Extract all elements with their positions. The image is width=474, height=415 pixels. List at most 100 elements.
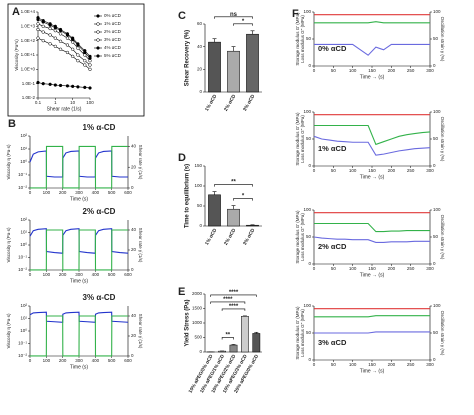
series-line: [30, 315, 128, 357]
significance-label: ****: [229, 290, 239, 296]
data-point: [76, 46, 80, 50]
y-axis-label: Viscosity (Pa*s): [14, 39, 19, 71]
y-tick-label: 10²: [20, 303, 27, 308]
y-tick-label: 10¹: [20, 316, 27, 321]
y-axis-label-2: Loss modulus G'' (MPa): [300, 309, 305, 357]
y-axis-label: Storage modulus G' (MPa): [295, 12, 300, 66]
data-point: [71, 47, 75, 51]
x-tick-label: 3% αCD: [242, 93, 257, 112]
y2-axis-label: Oscillation strain γ (%): [440, 311, 445, 356]
y-axis-label: Shear Recovery (%): [185, 30, 191, 86]
x-tick-label: 100: [349, 168, 357, 173]
x-tick-label: 300: [75, 272, 83, 277]
y-tick-label: 10⁰: [20, 328, 27, 333]
y-tick-label: 1.0E-1: [22, 81, 36, 86]
data-point: [88, 67, 92, 71]
y-tick-label: 1.0E+3: [21, 24, 36, 29]
y-tick-label: 1.0E+1: [21, 52, 36, 57]
y2-tick-label: 50: [433, 36, 439, 41]
x-tick-label: 2% αCD: [223, 227, 238, 246]
data-point: [41, 24, 45, 28]
y-axis-label: Time to equilibrium (s): [185, 164, 191, 228]
x-tick-label: 150: [368, 68, 376, 73]
series-line: [37, 37, 91, 70]
legend-label: 3% αCD: [104, 37, 122, 42]
y-tick-label: 20: [197, 67, 203, 72]
x-tick-label: 0: [313, 68, 316, 73]
y2-tick-label: 100: [433, 303, 441, 308]
y2-axis-label: Shear rate γ̇ (1/s): [138, 228, 143, 263]
data-point: [36, 22, 40, 26]
data-point: [71, 84, 75, 88]
y2-tick-label: 0: [433, 357, 436, 362]
x-tick-label: 0: [313, 266, 316, 271]
y-tick-label: 50: [306, 36, 312, 41]
panel-letter: E: [178, 286, 185, 298]
data-point: [36, 80, 40, 85]
series-line: [37, 82, 91, 89]
significance-bracket: [214, 16, 253, 19]
y-axis-label: Viscosity η (Pa·s): [6, 313, 11, 348]
y-tick-label: 10⁻¹: [18, 255, 27, 260]
series-line: [37, 19, 91, 59]
y2-tick-label: 40: [131, 144, 137, 149]
x-tick-label: 150: [368, 362, 376, 367]
x-tick-label: 100: [43, 190, 51, 195]
data-point: [53, 44, 57, 49]
data-point: [53, 24, 57, 28]
x-tick-label: 0.1: [35, 100, 42, 105]
x-tick-label: 200: [388, 362, 396, 367]
x-tick-label: 300: [426, 266, 434, 271]
bar: [252, 333, 261, 353]
data-point: [48, 42, 52, 46]
y-axis-label-2: Loss modulus G'' (MPa): [300, 15, 305, 63]
data-point: [76, 53, 80, 57]
y2-tick-label: 50: [433, 330, 439, 335]
x-tick-label: 0: [313, 362, 316, 367]
y-tick-label: 10⁻²: [18, 267, 27, 272]
legend-marker: [96, 54, 100, 58]
y-tick-label: 1.0E+2: [21, 38, 36, 43]
y-axis-label: Storage modulus G' (MPa): [295, 112, 300, 166]
data-point: [58, 83, 63, 88]
data-point: [65, 50, 70, 55]
x-tick-label: 50: [331, 168, 337, 173]
series-line: [314, 331, 430, 334]
series-line: [37, 29, 91, 66]
y2-tick-label: 40: [131, 313, 137, 318]
x-tick-label: 0: [313, 168, 316, 173]
y-tick-label: 100: [303, 303, 311, 308]
x-axis-label: Time (s): [70, 196, 88, 202]
y2-tick-label: 0: [433, 63, 436, 68]
significance-bracket: [233, 198, 253, 201]
x-tick-label: 150: [368, 266, 376, 271]
x-tick-label: 250: [407, 68, 415, 73]
y-tick-label: 100: [303, 9, 311, 14]
x-tick-label: 300: [426, 68, 434, 73]
significance-label: ns: [230, 12, 238, 18]
chart-title: 3% α-CD: [83, 293, 116, 302]
series-line: [37, 17, 91, 57]
series-line: [313, 236, 430, 243]
y-axis-label-2: Loss modulus G'' (MPa): [300, 213, 305, 261]
data-point: [48, 22, 52, 26]
series-line: [29, 311, 129, 323]
y2-tick-label: 100: [433, 109, 441, 114]
data-point: [88, 54, 92, 59]
x-tick-label: 500: [108, 272, 116, 277]
y2-axis-label: Oscillation strain γ (%): [440, 117, 445, 162]
data-point: [41, 39, 45, 43]
y-tick-label: 100: [194, 183, 202, 188]
x-axis-label: Time → (s): [360, 74, 385, 80]
series-line: [30, 145, 128, 189]
x-tick-label: 2% αCD: [223, 93, 238, 112]
x-tick-label: 1% αCD: [204, 227, 219, 246]
data-point: [76, 59, 80, 63]
x-tick-label: 250: [407, 168, 415, 173]
series-line: [314, 21, 430, 24]
y-tick-label: 10⁰: [20, 159, 27, 164]
chart-title: 1% α-CD: [83, 123, 116, 132]
data-point: [58, 39, 63, 43]
x-tick-label: 10: [70, 100, 76, 105]
x-axis-label: Time → (s): [360, 174, 385, 180]
